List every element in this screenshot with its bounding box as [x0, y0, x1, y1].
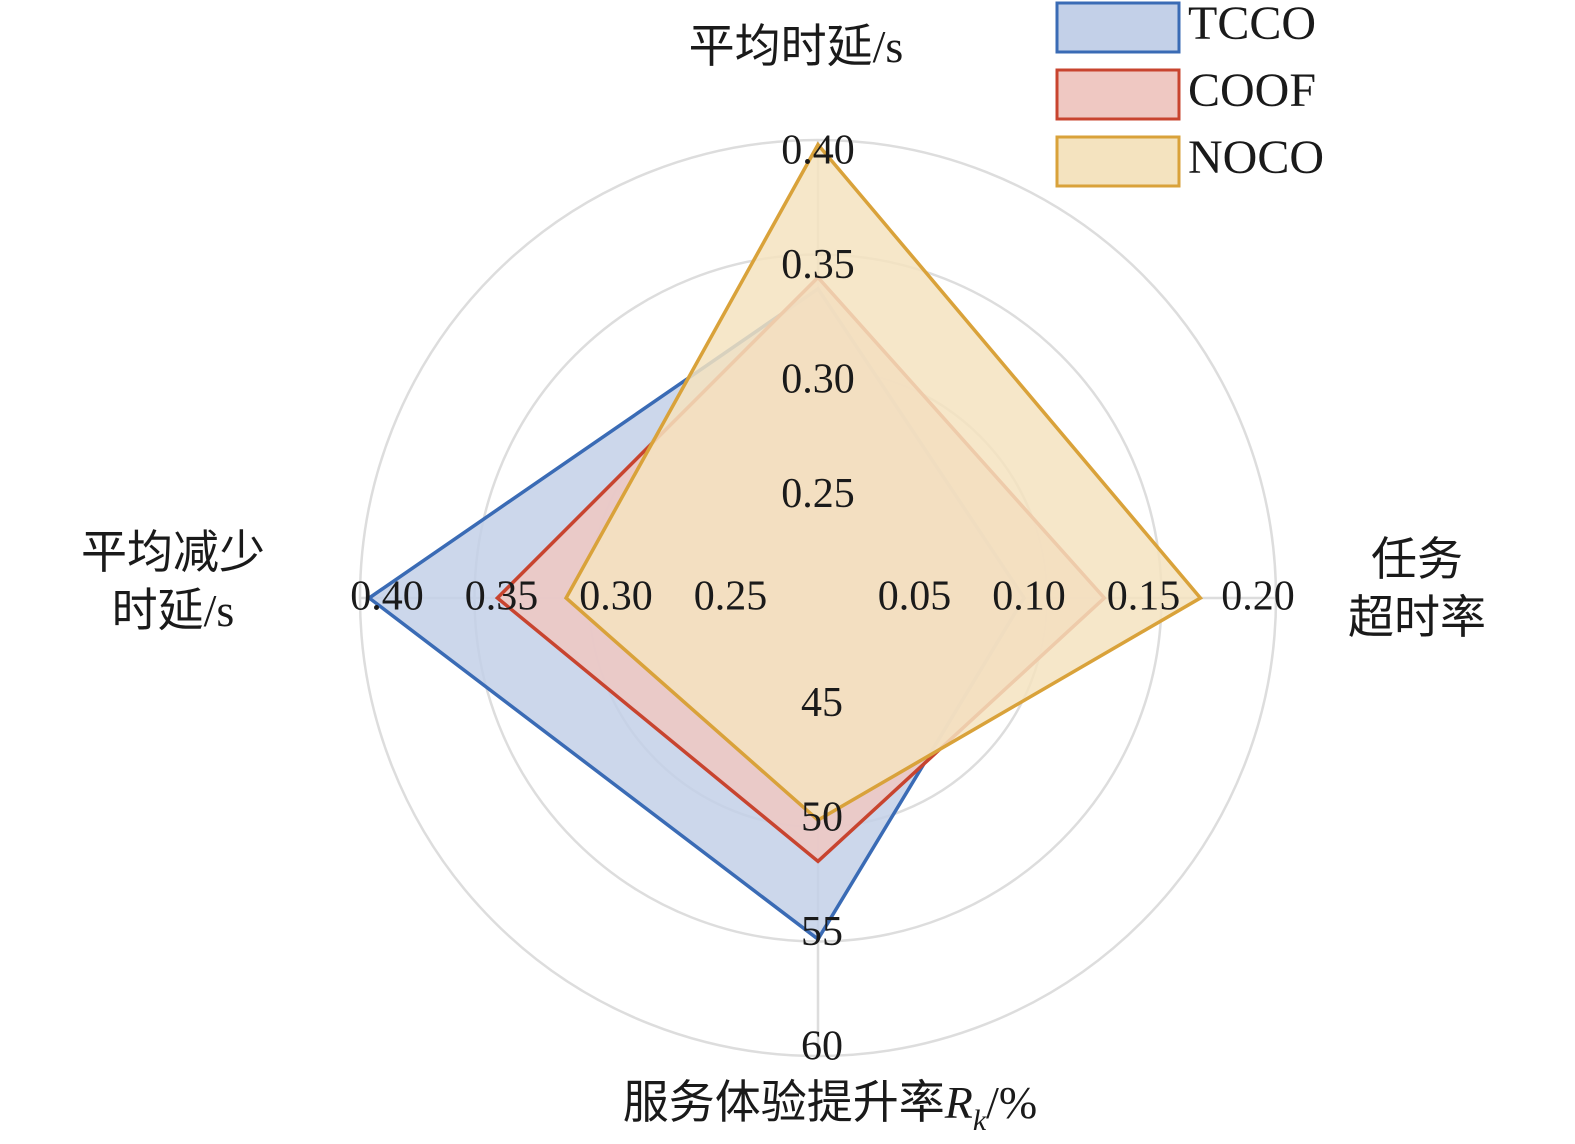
tick-label-service_improvement-2: 50 [801, 795, 843, 841]
legend-swatch-noco [1055, 135, 1181, 188]
tick-label-timeout_rate-3: 0.15 [1107, 574, 1181, 620]
tick-label-avg_delay-3: 0.35 [781, 242, 855, 288]
tick-labels: 0.25 0.30 0.35 0.40 0.05 0.10 0.15 0.20 45 50 55 60… [350, 128, 1295, 1070]
tick-label-service_improvement-4: 60 [801, 1024, 843, 1070]
axis-title-timeout-rate: 任务超时率 [1348, 534, 1486, 643]
legend-swatch-tcco [1055, 1, 1181, 54]
tick-label-avg_delay_reduction-4: 0.40 [350, 574, 424, 620]
axis-titles: 平均时延/s 任务超时率 平均减少时延/s 服务体验提升率Rk/% [81, 21, 1486, 1137]
axis-title-avg-delay: 平均时延/s [689, 21, 904, 72]
tick-label-timeout_rate-1: 0.05 [878, 574, 952, 620]
series-noco-polygon [563, 141, 1204, 823]
tick-label-avg_delay-4: 0.40 [781, 128, 855, 174]
legend-label-tcco: TCCO [1188, 0, 1316, 50]
tick-label-avg_delay-1: 0.25 [781, 471, 855, 517]
axis-title-service-improvement: 服务体验提升率Rk/% [623, 1077, 1038, 1137]
legend-swatch-coof [1055, 68, 1181, 121]
tick-label-avg_delay_reduction-3: 0.35 [465, 574, 539, 620]
tick-label-timeout_rate-2: 0.10 [992, 574, 1066, 620]
tick-label-avg_delay_reduction-2: 0.30 [579, 574, 653, 620]
legend-label-coof: COOF [1188, 64, 1316, 117]
legend: TCCO COOF NOCO [1055, 0, 1324, 188]
axis-title-avg-delay-reduction: 平均减少时延/s [81, 527, 265, 636]
tick-label-avg_delay-2: 0.30 [781, 357, 855, 403]
tick-label-service_improvement-3: 55 [801, 909, 843, 955]
tick-label-avg_delay_reduction-1: 0.25 [694, 574, 768, 620]
series-layer [366, 141, 1204, 942]
legend-label-noco: NOCO [1188, 131, 1324, 184]
tick-label-timeout_rate-4: 0.20 [1221, 574, 1295, 620]
tick-label-service_improvement-1: 45 [801, 680, 843, 726]
